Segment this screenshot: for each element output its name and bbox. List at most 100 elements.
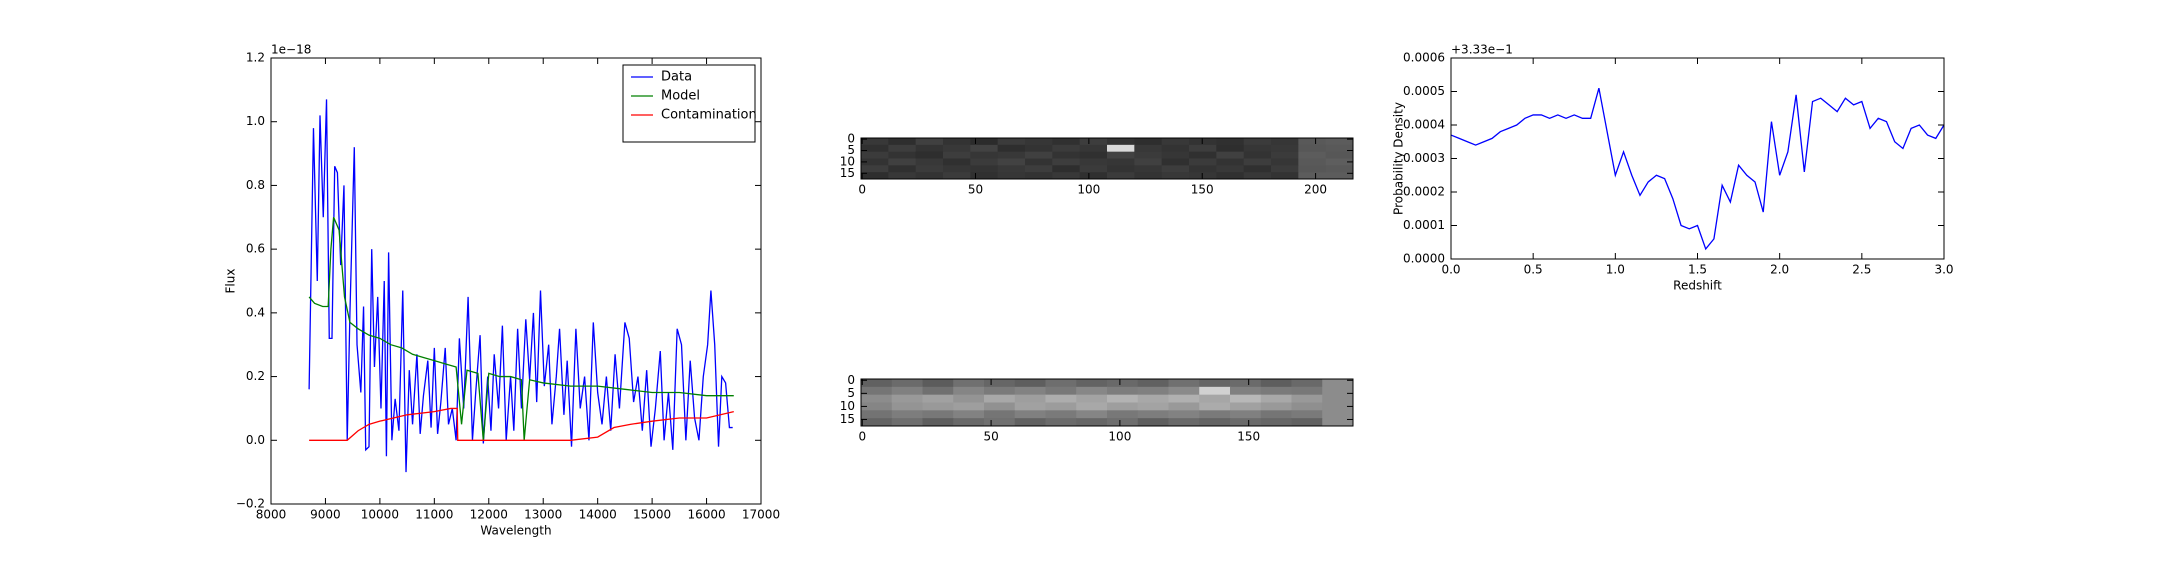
heatmap-cell [1014,402,1046,411]
heatmap-cell [1230,418,1262,427]
heatmap-cell [1079,158,1108,166]
heatmap-cell [1291,394,1323,403]
heatmap-cell [1052,158,1081,166]
heatmap-cell [1079,165,1108,173]
heatmap-cell [970,138,999,146]
heatmap-cell [1230,379,1262,388]
heatmap-cell [1199,386,1231,396]
heatmap-cell [1216,172,1245,180]
heatmap-cell [1271,138,1299,146]
heatmap-cell [1045,386,1077,396]
heatmap-cell [1107,172,1135,180]
heatmap-cell [1230,402,1262,411]
y-tick-label: 0.2 [246,369,265,383]
panel: 0.0 0.5 1.0 1.5 2.0 2.5 3.0 0.0000 0.0001 0.0002 0… [1392,43,1954,293]
x-tick-label: 0.5 [1524,263,1543,277]
axes-frame [860,137,1354,180]
heatmap-cell [1161,172,1190,180]
heatmap-cell [1107,144,1135,153]
heatmap-cell [1243,158,1272,166]
heatmap-cell [997,158,1026,166]
heatmap-cell [888,165,917,173]
line-series [1450,87,1945,251]
x-axis-label: Redshift [1673,279,1722,293]
y-tick-label: 0.0002 [1403,185,1445,199]
heatmap-cell [1052,151,1081,159]
heatmap-cell [1107,410,1139,419]
heatmap-cell [888,158,917,166]
axes-frame [270,57,762,505]
panel: 8000 9000 10000 11000 12000 13000 14000 15000 16… [224,43,781,538]
heatmap-cell [1079,172,1108,180]
heatmap-cell [861,158,889,166]
y-axis-label: Probability Density [1392,102,1406,215]
heatmap-cell [1291,418,1323,427]
y-tick-label: 0.8 [246,178,265,192]
heatmap-cell [1137,394,1169,403]
heatmap-cell [1052,138,1081,146]
heatmap-cell [1161,144,1190,153]
heatmap-cell [1189,172,1217,180]
heatmap-cell [861,418,893,427]
heatmap-cell [1216,144,1245,153]
heatmap-cell [861,144,889,153]
x-tick-label: 150 [1237,430,1260,444]
axis-offset-label: +3.33e−1 [1451,43,1513,57]
heatmap-cell [1271,158,1299,166]
heatmap-cell [1298,165,1327,173]
heatmap-cell [1189,158,1217,166]
heatmap-cell [1291,386,1323,396]
heatmap-cell [997,138,1026,146]
heatmap-cell [1216,151,1245,159]
heatmap-cell [1137,410,1169,419]
heatmap-cell [1298,172,1327,180]
heatmap-cell [1189,144,1217,153]
legend-label: Model [661,89,700,104]
x-tick-label: 15000 [633,508,671,522]
heatmap-cell [1298,138,1327,146]
heatmap-cell [915,138,944,146]
heatmap-cell [1189,151,1217,159]
heatmap-cell [1325,165,1354,173]
heatmap-cell [943,138,971,146]
heatmap-cell [1161,151,1190,159]
heatmap-cell [861,165,889,173]
heatmap-cell [861,138,889,146]
heatmap-cell [1107,386,1139,396]
heatmap-cell [922,386,954,396]
heatmap-cell [1260,386,1292,396]
line-series [308,217,734,441]
legend-box [622,64,756,143]
axes-frame [1450,57,1945,260]
heatmap-cell [922,418,954,427]
heatmap-cell [861,410,893,419]
heatmap-cell [1079,138,1108,146]
line-series [308,99,733,473]
heatmap-cell [984,379,1016,388]
heatmap-cell [1322,394,1354,403]
heatmap-cell [1322,418,1354,427]
heatmap-cell [1161,138,1190,146]
heatmap-cell [861,172,889,180]
heatmap-cell [891,402,923,411]
heatmap-cell [1025,144,1053,153]
heatmap-cell [1271,151,1299,159]
y-tick-label: 0.0000 [1403,252,1445,266]
heatmap-cell [1137,418,1169,427]
heatmap-cell [1322,410,1354,419]
heatmap-cell [1298,144,1327,153]
x-tick-label: 2.5 [1852,263,1871,277]
heatmap-cell [953,402,985,411]
heatmap-cell [1025,165,1053,173]
heatmap-cell [1291,410,1323,419]
heatmap-cell [943,172,971,180]
heatmap-cell [1045,410,1077,419]
heatmap-cell [1260,379,1292,388]
y-tick-label: 0.6 [246,242,265,256]
axis-offset-label: 1e−18 [271,43,311,57]
heatmap-cell [1230,410,1262,419]
heatmap-cell [1076,402,1108,411]
x-tick-label: 10000 [361,508,399,522]
y-tick-label: 1.0 [246,114,265,128]
